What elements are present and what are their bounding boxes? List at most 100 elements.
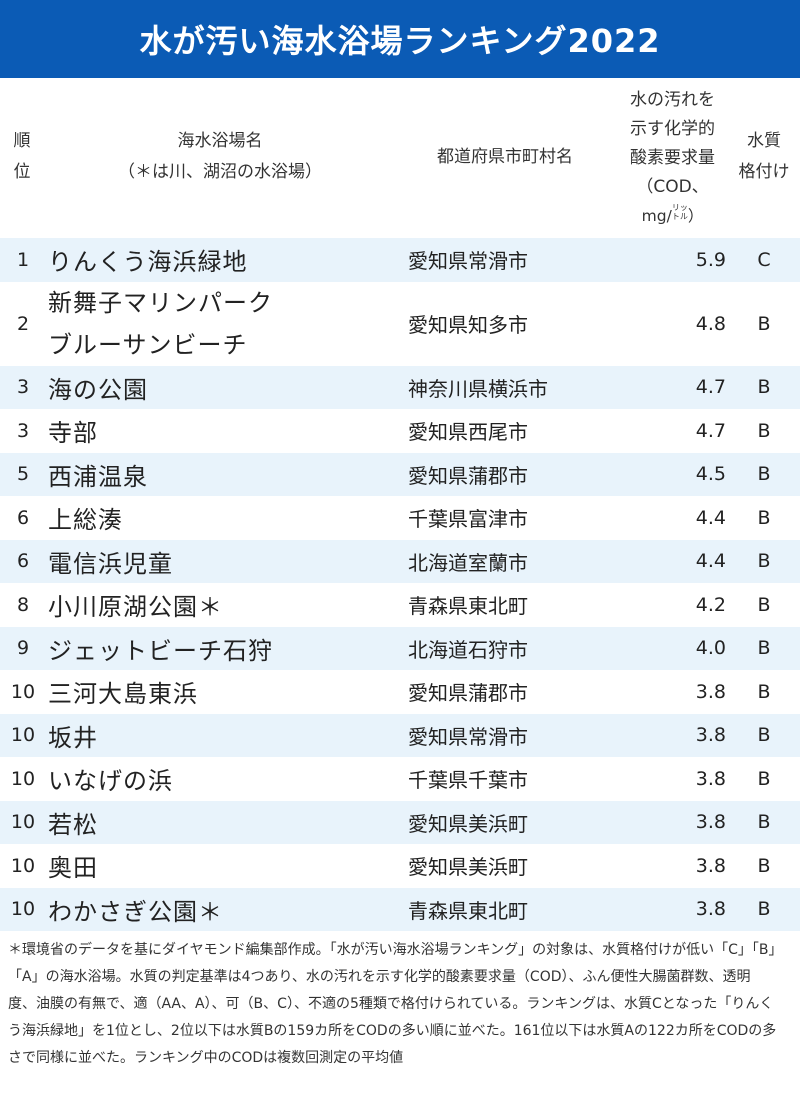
prefecture-cell: 千葉県富津市	[408, 507, 528, 532]
beach-name: 小川原湖公園＊	[48, 587, 223, 622]
beach-name: 海の公園	[48, 370, 148, 405]
grade-cell: B	[757, 637, 771, 660]
beach-name: 新舞子マリンパーク ブルーサンビーチ	[48, 282, 273, 366]
grade-cell: B	[757, 811, 771, 834]
prefecture-cell: 神奈川県横浜市	[408, 376, 548, 401]
rank-cell: 6	[16, 506, 30, 529]
beach-name-cell: わかさぎ公園＊	[48, 888, 398, 932]
beach-name: 若松	[48, 805, 98, 840]
header-cod-line: （COD、	[636, 177, 709, 197]
beach-name-cell: 上総湊	[48, 496, 398, 540]
page-title: 水が汚い海水浴場ランキング2022	[139, 22, 661, 60]
header-cod-line: 酸素要求量	[630, 148, 715, 168]
cod-value-cell: 3.8	[695, 724, 726, 747]
beach-name-line: 西浦温泉	[48, 462, 148, 491]
prefecture-cell: 愛知県常滑市	[408, 724, 528, 749]
beach-name-line: 若松	[48, 810, 98, 839]
table-row: 6 上総湊 千葉県富津市 4.4 B	[0, 496, 800, 540]
beach-name-line: 奥田	[48, 854, 98, 883]
beach-name-line: 小川原湖公園＊	[48, 593, 223, 622]
cod-value-cell: 4.0	[695, 637, 726, 660]
rank-cell: 10	[10, 898, 36, 921]
rank-cell: 10	[10, 680, 36, 703]
cod-unit-small-top: リッ	[671, 203, 688, 212]
header-rank-line: 順	[13, 131, 31, 151]
cod-value-cell: 4.4	[695, 506, 726, 529]
cod-value-cell: 3.8	[695, 854, 726, 877]
beach-name-cell: 坂井	[48, 714, 398, 758]
beach-name-line: 寺部	[48, 419, 98, 448]
cod-value-cell: 4.5	[695, 463, 726, 486]
rank-cell: 5	[16, 463, 30, 486]
header-rank: 順 位	[6, 126, 38, 188]
table-row: 1 りんくう海浜緑地 愛知県常滑市 5.9 C	[0, 238, 800, 282]
prefecture-cell: 愛知県蒲郡市	[408, 681, 528, 706]
prefecture-cell: 青森県東北町	[408, 898, 528, 923]
ranking-table: 1 りんくう海浜緑地 愛知県常滑市 5.9 C 2 新舞子マリンパーク ブルーサンビーチ 愛知県…	[0, 238, 800, 931]
table-row: 10 坂井 愛知県常滑市 3.8 B	[0, 713, 800, 758]
prefecture-cell: 愛知県美浜町	[408, 855, 528, 880]
beach-name-line: わかさぎ公園＊	[48, 897, 223, 926]
beach-name: 坂井	[48, 718, 98, 753]
grade-cell: B	[757, 419, 771, 442]
rank-cell: 3	[16, 376, 30, 399]
rank-cell: 3	[16, 419, 30, 442]
beach-name-cell: 西浦温泉	[48, 453, 398, 497]
grade-cell: B	[757, 463, 771, 486]
grade-cell: C	[757, 248, 771, 271]
beach-name-cell: 小川原湖公園＊	[48, 583, 398, 627]
rank-cell: 1	[16, 248, 30, 271]
rank-cell: 10	[10, 767, 36, 790]
table-row: 3 寺部 愛知県西尾市 4.7 B	[0, 409, 800, 453]
header-cod-line: 水の汚れを	[630, 90, 715, 110]
grade-cell: B	[757, 376, 771, 399]
grade-cell: B	[757, 680, 771, 703]
cod-value-cell: 4.7	[695, 376, 726, 399]
rank-cell: 10	[10, 811, 36, 834]
beach-name-line: りんくう海浜緑地	[48, 248, 248, 277]
header-grade-line: 格付け	[738, 162, 790, 182]
cod-value-cell: 4.4	[695, 550, 726, 573]
beach-name-line: 海の公園	[48, 375, 148, 404]
beach-name-line: いなげの浜	[48, 767, 173, 796]
cod-value-cell: 3.8	[695, 680, 726, 703]
header-cod: 水の汚れを 示す化学的 酸素要求量 （COD、 mg/リッ トル）	[615, 86, 730, 231]
table-row: 5 西浦温泉 愛知県蒲郡市 4.5 B	[0, 452, 800, 497]
grade-cell: B	[757, 593, 771, 616]
table-row: 6 電信浜児童 北海道室蘭市 4.4 B	[0, 539, 800, 583]
beach-name-cell: 海の公園	[48, 366, 398, 410]
grade-cell: B	[757, 550, 771, 573]
grade-cell: B	[757, 854, 771, 877]
header-rank-line: 位	[13, 162, 31, 182]
header-grade-line: 水質	[747, 131, 781, 151]
rank-cell: 8	[16, 593, 30, 616]
cod-value-cell: 3.8	[695, 898, 726, 921]
beach-name: ジェットビーチ石狩	[48, 631, 273, 666]
header-cod-unit: mg/リッ トル）	[615, 202, 730, 231]
table-row: 10 奥田 愛知県美浜町 3.8 B	[0, 844, 800, 888]
grade-cell: B	[757, 724, 771, 747]
prefecture-cell: 北海道室蘭市	[408, 550, 528, 575]
beach-name: 電信浜児童	[48, 544, 173, 579]
rank-cell: 2	[16, 312, 30, 335]
prefecture-cell: 愛知県常滑市	[408, 249, 528, 274]
cod-unit-close: ）	[687, 207, 704, 225]
grade-cell: B	[757, 898, 771, 921]
rank-cell: 9	[16, 637, 30, 660]
grade-cell: B	[757, 506, 771, 529]
table-row: 8 小川原湖公園＊ 青森県東北町 4.2 B	[0, 583, 800, 627]
beach-name: 寺部	[48, 413, 98, 448]
beach-name-cell: いなげの浜	[48, 757, 398, 801]
cod-value-cell: 4.2	[695, 593, 726, 616]
header-cod-line: 示す化学的	[630, 119, 715, 139]
cod-value-cell: 4.8	[695, 312, 726, 335]
beach-name-line: 上総湊	[48, 506, 123, 535]
prefecture-cell: 愛知県蒲郡市	[408, 463, 528, 488]
beach-name-cell: 三河大島東浜	[48, 670, 398, 714]
footnote: ＊環境省のデータを基にダイヤモンド編集部作成。「水が汚い海水浴場ランキング」の対…	[8, 942, 777, 1066]
prefecture-cell: 愛知県美浜町	[408, 811, 528, 836]
prefecture-cell: 愛知県西尾市	[408, 420, 528, 445]
beach-name: わかさぎ公園＊	[48, 892, 223, 927]
cod-unit-small: リッ トル	[672, 203, 688, 221]
cod-unit-main: mg/	[641, 207, 672, 225]
